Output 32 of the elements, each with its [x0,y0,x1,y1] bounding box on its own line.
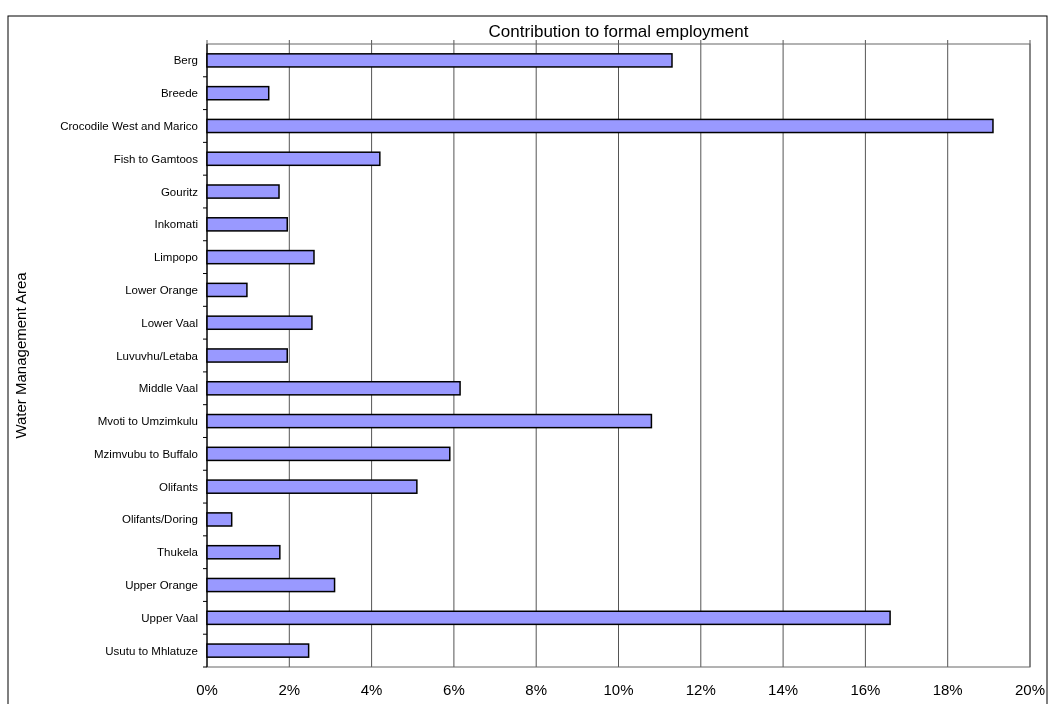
x-tick-label: 4% [360,681,383,698]
y-tick-label: Limpopo [153,251,198,264]
y-tick-label: Lower Orange [125,283,198,296]
y-tick-label: Usutu to Mhlatuze [105,644,198,657]
x-tick-label: 16% [850,681,881,698]
y-tick-label: Olifants [159,480,199,493]
y-tick-label: Inkomati [154,218,198,231]
x-tick-label: 0% [196,681,218,698]
y-tick-label: Upper Orange [125,579,198,592]
x-tick-label: 8% [525,681,548,698]
y-axis-title: Water Management Area [12,271,29,439]
y-tick-label: Lower Vaal [141,316,198,329]
y-tick-label: Gouritz [160,185,199,198]
x-tick-label: 20% [1014,681,1046,698]
y-tick-label: Mvoti to Umzimkulu [97,415,198,428]
x-tick-label: 10% [603,681,634,698]
y-tick-label: Breede [160,87,198,100]
y-tick-label: Berg [173,54,198,67]
y-tick-label: Olifants/Doring [121,513,198,526]
x-tick-label: 12% [685,681,716,698]
y-tick-label: Mzimvubu to Buffalo [94,447,198,460]
x-tick-label: 14% [768,681,799,698]
chart-title: Contribution to formal employment [488,22,749,41]
y-tick-label: Middle Vaal [138,382,198,395]
x-tick-label: 6% [443,681,465,698]
y-tick-label: Upper Vaal [141,611,198,624]
y-tick-label: Thukela [157,546,199,559]
y-tick-label: Luvuvhu/Letaba [116,349,199,362]
x-tick-label: 2% [278,681,301,698]
x-tick-label: 18% [932,681,963,698]
y-tick-label: Fish to Gamtoos [113,152,199,165]
y-tick-label: Crocodile West and Marico [60,120,198,132]
